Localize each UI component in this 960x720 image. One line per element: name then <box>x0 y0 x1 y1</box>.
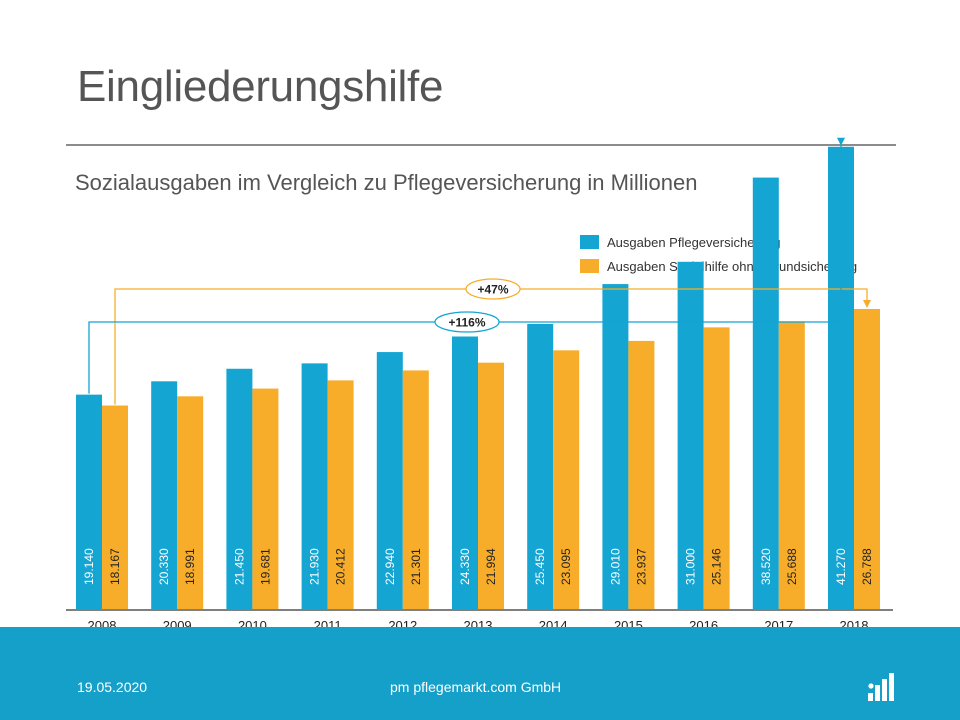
legend-label-pflegeversicherung: Ausgaben Pflegeversicherung <box>607 234 781 250</box>
x-tick-label-2017: 2017 <box>764 618 793 627</box>
growth-badge <box>465 278 521 300</box>
data-label-pflegeversicherung-2013: 24.330 <box>458 548 472 585</box>
growth-annotation-sozialhilfe: +47% <box>114 278 871 405</box>
bar-pflegeversicherung-2017 <box>752 177 779 610</box>
footer-bar: 19.05.2020 pm pflegemarkt.com GmbH <box>0 627 960 720</box>
legend-swatch-pflegeversicherung <box>580 235 599 249</box>
growth-badge <box>434 311 500 333</box>
bar-pflegeversicherung-2011 <box>301 363 328 609</box>
data-label-sozialhilfe-2012: 21.301 <box>409 548 423 585</box>
x-tick-label-2008: 2008 <box>88 618 117 627</box>
bar-pflegeversicherung-2009 <box>151 381 178 609</box>
bar-pflegeversicherung-2010 <box>226 368 253 609</box>
slide-subtitle: Sozialausgaben im Vergleich zu Pflegever… <box>75 170 698 195</box>
legend-item-sozialhilfe: Ausgaben Sozialhilfe ohne Grundsicherung <box>580 257 857 275</box>
data-label-pflegeversicherung-2008: 19.140 <box>82 548 96 585</box>
growth-arrow-head <box>863 299 871 308</box>
data-label-pflegeversicherung-2015: 29.010 <box>608 548 622 585</box>
bar-pflegeversicherung-2013 <box>452 336 478 609</box>
data-label-pflegeversicherung-2018: 41.270 <box>834 548 848 585</box>
bar-sozialhilfe-2018 <box>854 308 880 609</box>
bar-sozialhilfe-2009 <box>177 396 204 609</box>
data-label-pflegeversicherung-2010: 21.450 <box>232 548 246 585</box>
x-tick-label-2010: 2010 <box>238 618 267 627</box>
data-label-pflegeversicherung-2009: 20.330 <box>157 548 171 585</box>
bar-sozialhilfe-2010 <box>252 388 279 609</box>
bar-sozialhilfe-2008 <box>102 405 128 609</box>
bar-sozialhilfe-2014 <box>553 350 580 609</box>
footer-date: 19.05.2020 <box>77 679 148 695</box>
x-tick-label-2018: 2018 <box>840 618 869 627</box>
bar-pflegeversicherung-2012 <box>376 352 403 609</box>
bar-sozialhilfe-2016 <box>703 327 730 609</box>
bar-sozialhilfe-2017 <box>778 321 805 609</box>
data-label-pflegeversicherung-2016: 31.000 <box>684 548 698 585</box>
data-label-sozialhilfe-2008: 18.167 <box>108 548 122 585</box>
x-tick-label-2014: 2014 <box>539 618 568 627</box>
title-divider <box>66 144 896 146</box>
bar-sozialhilfe-2013 <box>478 362 504 609</box>
data-label-sozialhilfe-2018: 26.788 <box>860 548 874 585</box>
data-label-sozialhilfe-2013: 21.994 <box>484 548 498 585</box>
bar-chart: 19.140 18.167 2008 20.330 18.991 2009 21.450 19… <box>66 137 893 627</box>
bar-pflegeversicherung-2008 <box>76 394 102 609</box>
data-label-sozialhilfe-2017: 25.688 <box>785 548 799 585</box>
bar-pflegeversicherung-2014 <box>527 323 554 609</box>
legend-label-sozialhilfe: Ausgaben Sozialhilfe ohne Grundsicherung <box>607 258 858 274</box>
bar-sozialhilfe-2011 <box>327 380 354 609</box>
data-label-sozialhilfe-2014: 23.095 <box>559 548 573 585</box>
x-tick-label-2013: 2013 <box>464 618 493 627</box>
x-tick-label-2012: 2012 <box>388 618 417 627</box>
data-label-sozialhilfe-2010: 19.681 <box>258 548 272 585</box>
slide-title: Eingliederungshilfe <box>77 62 444 111</box>
growth-label: +47% <box>477 283 508 297</box>
pflegemarkt-logo-icon <box>868 673 894 701</box>
data-label-sozialhilfe-2016: 25.146 <box>710 548 724 585</box>
footer-company: pm pflegemarkt.com GmbH <box>390 679 562 695</box>
legend-item-pflegeversicherung: Ausgaben Pflegeversicherung <box>580 233 857 251</box>
data-label-sozialhilfe-2009: 18.991 <box>183 548 197 585</box>
growth-arrow-head <box>837 137 845 146</box>
data-label-pflegeversicherung-2011: 21.930 <box>308 548 322 585</box>
bar-sozialhilfe-2015 <box>628 340 655 609</box>
legend-swatch-sozialhilfe <box>580 259 599 273</box>
bar-pflegeversicherung-2016 <box>677 261 704 609</box>
bar-sozialhilfe-2012 <box>402 370 429 609</box>
data-label-pflegeversicherung-2017: 38.520 <box>759 548 773 585</box>
data-label-pflegeversicherung-2014: 25.450 <box>533 548 547 585</box>
chart-legend: Ausgaben Pflegeversicherung Ausgaben Soz… <box>580 233 857 281</box>
growth-label: +116% <box>448 316 485 330</box>
data-label-sozialhilfe-2015: 23.937 <box>634 548 648 585</box>
x-tick-label-2011: 2011 <box>314 618 342 627</box>
growth-annotation-pflegeversicherung: +116% <box>88 137 845 394</box>
x-tick-label-2015: 2015 <box>614 618 643 627</box>
data-label-pflegeversicherung-2012: 22.940 <box>383 548 397 585</box>
x-tick-label-2009: 2009 <box>163 618 192 627</box>
x-tick-label-2016: 2016 <box>689 618 718 627</box>
bar-pflegeversicherung-2015 <box>602 284 629 609</box>
data-label-sozialhilfe-2011: 20.412 <box>334 548 348 585</box>
